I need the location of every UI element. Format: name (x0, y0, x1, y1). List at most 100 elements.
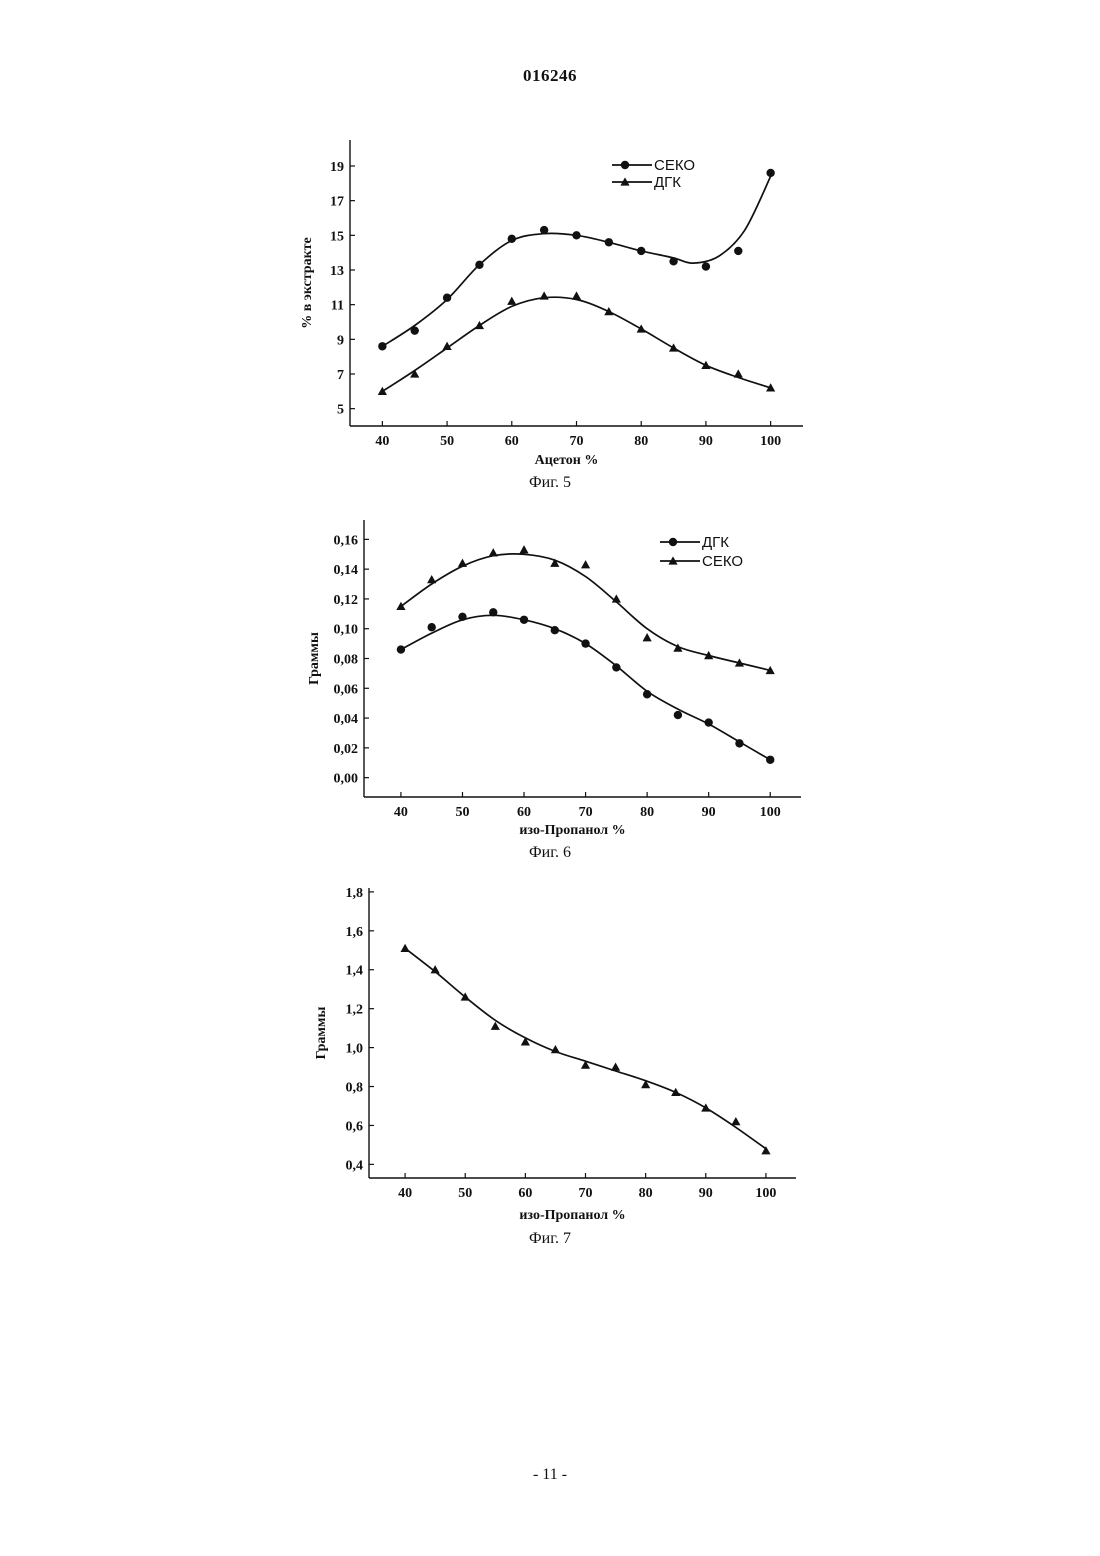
y-tick-label: 9 (337, 333, 344, 348)
data-point (637, 324, 646, 332)
data-point (489, 608, 497, 616)
x-tick-label: 100 (755, 1186, 776, 1201)
data-point (766, 756, 774, 764)
legend-label: СЕКО (702, 553, 743, 570)
y-tick-label: 0,00 (334, 772, 359, 787)
y-tick-label: 15 (330, 229, 344, 244)
legend-marker (669, 538, 677, 546)
y-tick-label: 11 (331, 299, 344, 314)
x-tick-label: 40 (375, 434, 389, 449)
x-tick-label: 90 (702, 805, 716, 820)
data-point (611, 1062, 620, 1070)
series-line (405, 948, 766, 1149)
x-tick-label: 70 (579, 805, 593, 820)
data-point (428, 623, 436, 631)
x-tick-label: 80 (640, 805, 654, 820)
x-tick-label: 50 (455, 805, 469, 820)
data-point (551, 1045, 560, 1053)
y-tick-label: 0,16 (334, 533, 359, 548)
series-1 (400, 944, 770, 1155)
figure-caption: Фиг. 6 (529, 844, 571, 861)
x-tick-label: 100 (760, 434, 781, 449)
data-point (378, 342, 386, 350)
y-tick-label: 0,06 (334, 682, 359, 697)
series-line (382, 176, 770, 346)
x-tick-label: 60 (517, 805, 531, 820)
y-tick-label: 1,8 (346, 886, 364, 901)
data-point (669, 343, 678, 351)
x-tick-label: 50 (440, 434, 454, 449)
x-tick-label: 40 (394, 805, 408, 820)
data-point (674, 711, 682, 719)
data-point (701, 361, 710, 369)
y-axis-title: % в экстракте (300, 237, 315, 329)
y-tick-label: 7 (337, 368, 344, 383)
data-point (637, 247, 645, 255)
data-point (704, 718, 712, 726)
data-point (604, 307, 613, 315)
y-tick-label: 17 (330, 195, 344, 210)
series-1 (397, 608, 775, 764)
data-point (581, 560, 590, 568)
legend: СЕКОДГК (612, 157, 695, 191)
x-tick-label: 40 (398, 1186, 412, 1201)
x-tick-label: 70 (570, 434, 584, 449)
y-tick-label: 19 (330, 160, 344, 175)
series-line (382, 297, 770, 391)
charts-canvas: 5791113151719405060708090100Ацетон %% в … (0, 0, 1100, 1556)
y-axis-title: Граммы (307, 632, 322, 685)
data-point (475, 321, 484, 329)
data-point (378, 387, 387, 395)
x-tick-label: 80 (634, 434, 648, 449)
data-point (701, 1103, 710, 1111)
x-tick-label: 60 (518, 1186, 532, 1201)
y-tick-label: 0,8 (346, 1081, 364, 1096)
y-tick-label: 13 (330, 264, 344, 279)
data-point (540, 291, 549, 299)
data-point (734, 247, 742, 255)
data-point (702, 262, 710, 270)
data-point (643, 633, 652, 641)
x-tick-label: 70 (579, 1186, 593, 1201)
y-tick-label: 0,08 (334, 653, 359, 668)
chart-1: 5791113151719405060708090100Ацетон %% в … (300, 140, 803, 491)
data-point (735, 739, 743, 747)
data-point (443, 294, 451, 302)
data-point (551, 626, 559, 634)
x-tick-label: 80 (639, 1186, 653, 1201)
x-tick-label: 50 (458, 1186, 472, 1201)
series-line (401, 554, 770, 671)
y-tick-label: 0,4 (346, 1158, 364, 1173)
data-point (540, 226, 548, 234)
figure-caption: Фиг. 5 (529, 474, 571, 491)
y-tick-label: 1,6 (346, 925, 364, 940)
x-tick-label: 90 (699, 1186, 713, 1201)
y-tick-label: 0,02 (334, 742, 359, 757)
legend-label: СЕКО (654, 157, 695, 174)
chart-2: 0,000,020,040,060,080,100,120,140,164050… (307, 520, 801, 861)
y-tick-label: 1,0 (346, 1042, 364, 1057)
data-point (734, 369, 743, 377)
y-axis-title: Граммы (314, 1007, 329, 1060)
x-tick-label: 90 (699, 434, 713, 449)
y-tick-label: 5 (337, 403, 344, 418)
legend: ДГК СЕКО (660, 534, 743, 570)
y-tick-label: 1,2 (346, 1003, 364, 1018)
y-tick-label: 0,6 (346, 1119, 364, 1134)
figure-caption: Фиг. 7 (529, 1230, 571, 1247)
data-point (520, 616, 528, 624)
data-point (411, 326, 419, 334)
data-point (671, 1088, 680, 1096)
data-point (458, 613, 466, 621)
data-point (521, 1037, 530, 1045)
y-tick-label: 0,10 (334, 623, 359, 638)
y-tick-label: 0,12 (334, 593, 359, 608)
legend-label: ДГК (702, 534, 729, 551)
x-tick-label: 60 (505, 434, 519, 449)
legend-label: ДГК (654, 174, 681, 191)
y-tick-label: 1,4 (346, 964, 364, 979)
data-point (605, 238, 613, 246)
page-footer: - 11 - (0, 1466, 1100, 1484)
data-point (572, 231, 580, 239)
data-point (766, 169, 774, 177)
